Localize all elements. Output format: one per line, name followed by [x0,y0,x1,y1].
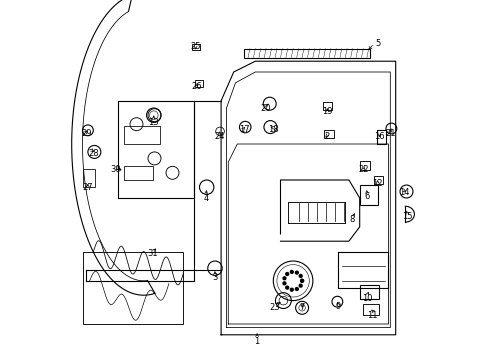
Text: 28: 28 [88,149,99,158]
Text: 27: 27 [82,183,93,192]
Bar [376,130,385,144]
Text: 8: 8 [349,215,354,224]
Text: 4: 4 [203,194,208,202]
Circle shape [290,270,293,273]
Circle shape [283,277,285,280]
Text: 25: 25 [190,42,201,51]
Bar [359,285,379,299]
Text: 1: 1 [254,338,259,346]
Bar [82,169,95,187]
Bar [360,185,378,205]
Bar [322,102,331,110]
Text: →: → [115,168,121,174]
Text: 23: 23 [269,303,280,312]
Bar [82,252,183,324]
Text: 21: 21 [384,129,395,138]
Text: 7: 7 [299,303,304,312]
Circle shape [299,274,302,277]
Text: 13: 13 [148,118,159,127]
Text: 30: 30 [110,165,121,174]
Circle shape [295,271,298,274]
Text: 16: 16 [373,132,384,141]
Circle shape [283,282,285,285]
Text: 20: 20 [260,104,271,113]
Text: 31: 31 [147,249,158,258]
Text: 17: 17 [239,125,249,134]
Bar [359,161,370,170]
Bar [195,80,203,87]
Bar [244,49,370,58]
Bar [373,176,382,184]
Text: 2: 2 [324,132,329,141]
Bar [192,44,200,50]
Text: 29: 29 [81,129,92,138]
Text: 6: 6 [364,192,369,201]
Circle shape [300,279,303,282]
Circle shape [295,288,298,291]
Circle shape [300,279,303,282]
Bar [362,304,378,315]
Circle shape [285,286,288,289]
Text: 18: 18 [267,125,278,134]
Circle shape [299,284,302,287]
Text: 5: 5 [374,39,380,48]
Bar [123,166,152,180]
Bar [123,126,160,144]
Text: 19: 19 [322,107,332,116]
Text: 12: 12 [372,179,382,188]
Text: 22: 22 [357,165,368,174]
Text: 24: 24 [214,132,224,141]
Text: 11: 11 [366,310,377,320]
Text: 10: 10 [361,294,371,303]
Bar [323,130,333,138]
Text: 9: 9 [335,302,340,311]
Text: 26: 26 [191,82,202,91]
Circle shape [290,288,293,291]
Circle shape [285,273,288,275]
Text: 15: 15 [401,212,411,220]
Text: 3: 3 [212,274,217,282]
Text: 14: 14 [399,188,409,197]
